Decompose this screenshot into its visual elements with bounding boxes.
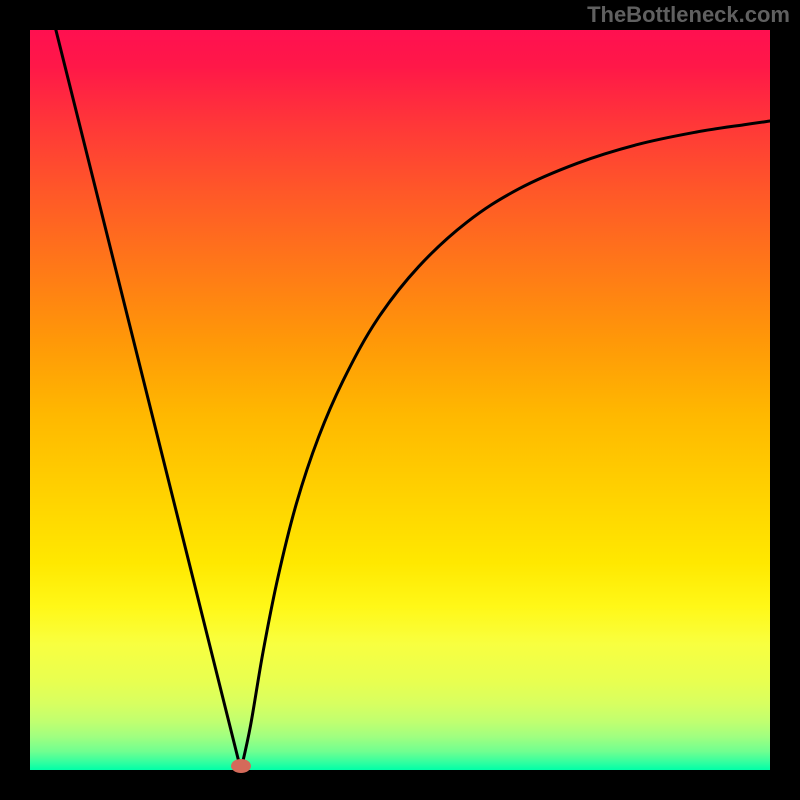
plot-area [30,30,770,770]
chart-container: TheBottleneck.com [0,0,800,800]
minimum-marker [231,759,251,773]
bottleneck-curve [30,30,770,770]
watermark-text: TheBottleneck.com [587,2,790,28]
